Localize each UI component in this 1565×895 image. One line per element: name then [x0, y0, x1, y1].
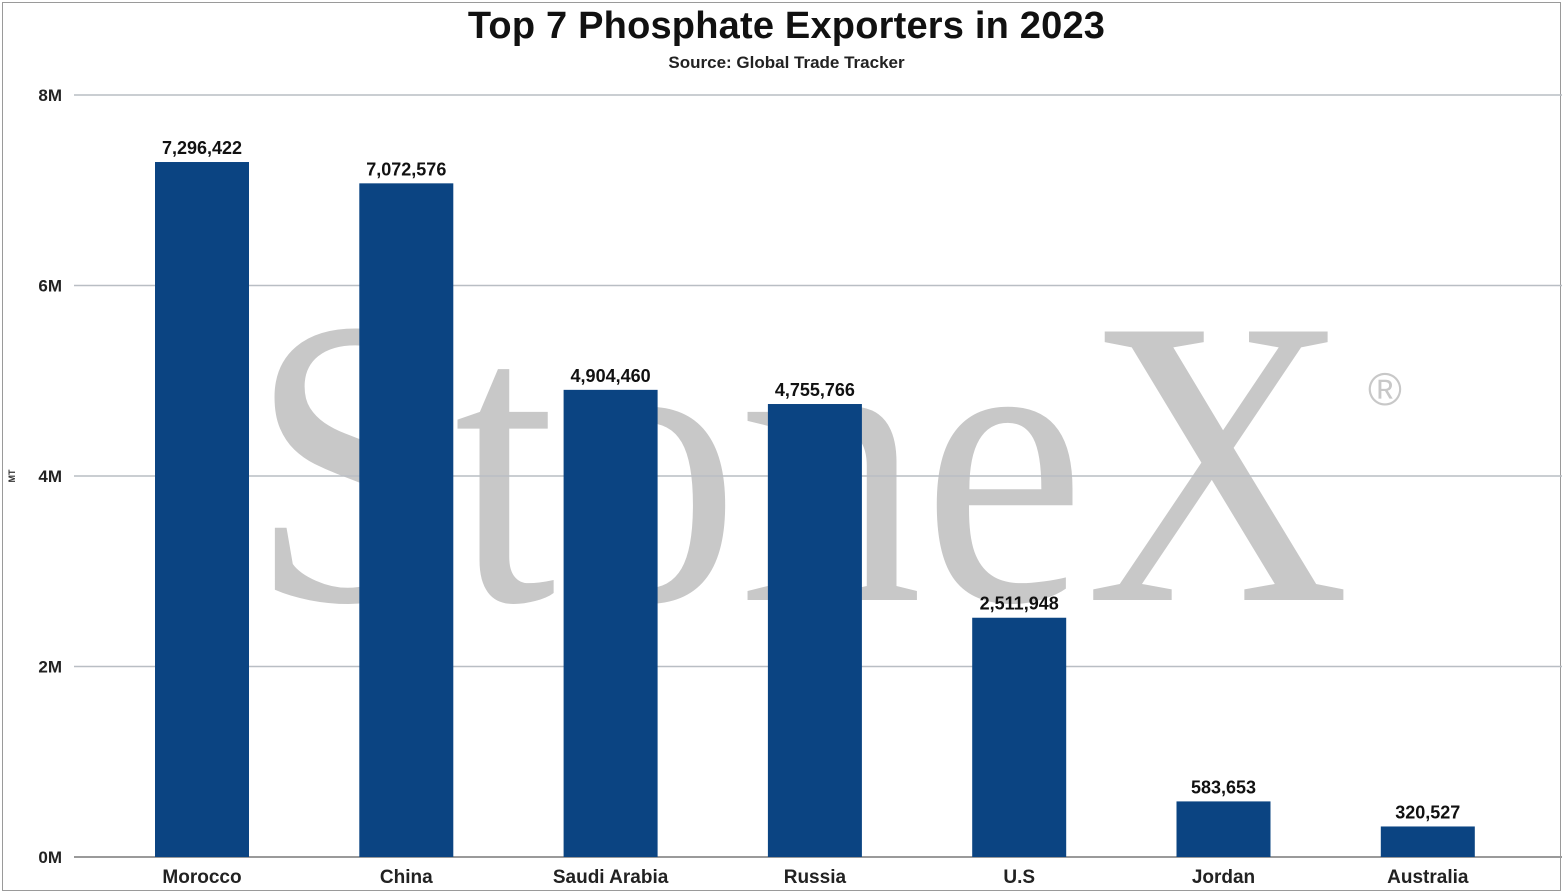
y-tick-label: 4M	[38, 467, 62, 486]
bar-value-label: 4,904,460	[571, 366, 651, 386]
bar-value-label: 583,653	[1191, 777, 1256, 797]
x-tick-label: Jordan	[1192, 867, 1255, 888]
value-labels: 7,296,422 7,072,576 4,904,460 4,755,766 2,51…	[162, 138, 1460, 822]
bars	[155, 162, 1475, 857]
bar	[155, 162, 249, 857]
bar-value-label: 7,072,576	[366, 159, 446, 179]
chart-title: Top 7 Phosphate Exporters in 2023	[467, 5, 1106, 47]
bar	[1176, 801, 1271, 857]
bar	[563, 389, 658, 857]
bar-value-label: 7,296,422	[162, 138, 242, 158]
bar-value-label: 2,511,948	[980, 594, 1059, 614]
y-tick-label: 8M	[38, 86, 62, 105]
bar-value-label: 4,755,766	[775, 380, 855, 400]
x-tick-label: Morocco	[162, 867, 241, 888]
bar	[1380, 826, 1475, 857]
y-tick-label: 0M	[38, 848, 62, 867]
x-tick-label: U.S	[1003, 867, 1035, 888]
chart-subtitle: Source: Global Trade Tracker	[668, 53, 905, 72]
y-axis-ticks: 0M 2M 4M 6M 8M	[38, 86, 62, 867]
y-tick-label: 2M	[38, 658, 62, 677]
bar-value-label: 320,527	[1395, 802, 1460, 822]
x-tick-label: Russia	[784, 867, 847, 888]
x-tick-label: Australia	[1387, 867, 1469, 888]
bar	[767, 404, 862, 857]
x-tick-label: Saudi Arabia	[553, 867, 669, 888]
bar	[359, 183, 454, 857]
y-axis-label: MT	[7, 469, 17, 482]
y-tick-label: 6M	[38, 277, 62, 296]
bar	[972, 617, 1067, 857]
x-axis-ticks: Morocco China Saudi Arabia Russia U.S Jordan A…	[162, 867, 1468, 888]
watermark-registered-mark: ®	[1368, 363, 1402, 415]
x-tick-label: China	[380, 867, 433, 888]
